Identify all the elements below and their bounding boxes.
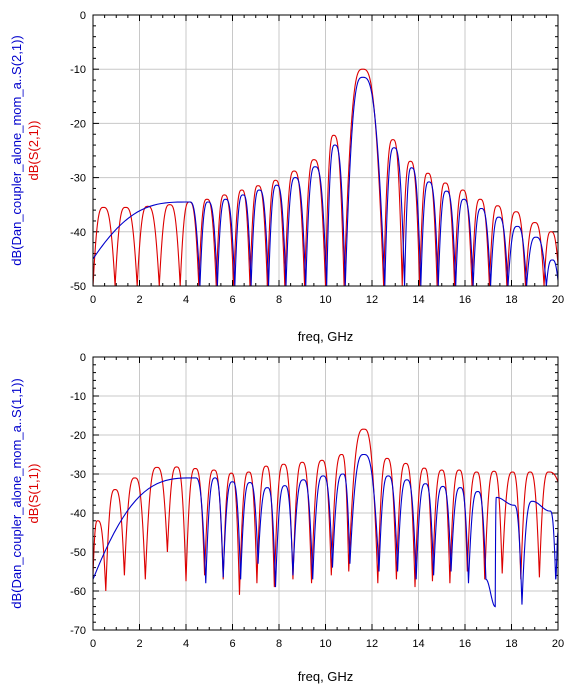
y-tick-label: -10 (70, 64, 86, 76)
y-tick-label: -20 (70, 118, 86, 130)
y-tick-label: -40 (70, 508, 86, 520)
plot-frame (92, 356, 559, 631)
y-tick-label: -20 (70, 430, 86, 442)
plot-frame (92, 14, 559, 287)
y-axis-label-1: dB(S(2,1)) (26, 121, 41, 181)
y-tick-label: -50 (70, 281, 86, 293)
y-axis-label-1: dB(S(1,1)) (26, 464, 41, 524)
x-tick-label: 14 (412, 638, 424, 650)
x-tick-label: 18 (505, 638, 517, 650)
x-tick-label: 0 (90, 638, 96, 650)
x-tick-label: 8 (276, 294, 282, 306)
x-tick-label: 12 (366, 294, 378, 306)
y-tick-label: 0 (80, 10, 86, 22)
y-tick-label: -40 (70, 227, 86, 239)
y-tick-label: -50 (70, 547, 86, 559)
series-line-1 (93, 453, 558, 608)
x-tick-label: 10 (319, 638, 331, 650)
x-tick-label: 6 (229, 294, 235, 306)
x-tick-label: 8 (276, 638, 282, 650)
x-tick-label: 6 (229, 638, 235, 650)
x-tick-label: 2 (136, 294, 142, 306)
y-tick-label: -30 (70, 469, 86, 481)
series-line-1 (93, 76, 558, 286)
x-tick-label: 4 (183, 294, 189, 306)
x-tick-label: 20 (552, 638, 564, 650)
x-tick-label: 16 (459, 638, 471, 650)
y-axis-label-0: dB(Dan_coupler_alone_mom_a..S(2,1)) (9, 35, 24, 266)
x-tick-label: 14 (412, 294, 424, 306)
x-tick-label: 12 (366, 638, 378, 650)
x-tick-label: 2 (136, 638, 142, 650)
x-tick-label: 18 (505, 294, 517, 306)
x-axis-label: freq, GHz (298, 669, 354, 684)
x-tick-label: 10 (319, 294, 331, 306)
s21-plot: 0 2 4 6 8 10 12 14 16 18 20 0 -10 -20 -30 -40 -50 freq, G… (9, 10, 564, 344)
y-tick-label: -70 (70, 625, 86, 637)
x-tick-label: 4 (183, 638, 189, 650)
x-axis-label: freq, GHz (298, 329, 354, 344)
y-axis-label-0: dB(Dan_coupler_alone_mom_a..S(1,1)) (9, 378, 24, 609)
y-tick-label: -30 (70, 173, 86, 185)
y-tick-label: -10 (70, 391, 86, 403)
s11-plot: 0 2 4 6 8 10 12 14 16 18 20 0 -10 -20 -30 -40 -50 -60 -70 f… (9, 352, 564, 684)
y-tick-label: 0 (80, 352, 86, 364)
x-tick-label: 20 (552, 294, 564, 306)
y-tick-label: -60 (70, 586, 86, 598)
x-tick-label: 16 (459, 294, 471, 306)
x-tick-label: 0 (90, 294, 96, 306)
